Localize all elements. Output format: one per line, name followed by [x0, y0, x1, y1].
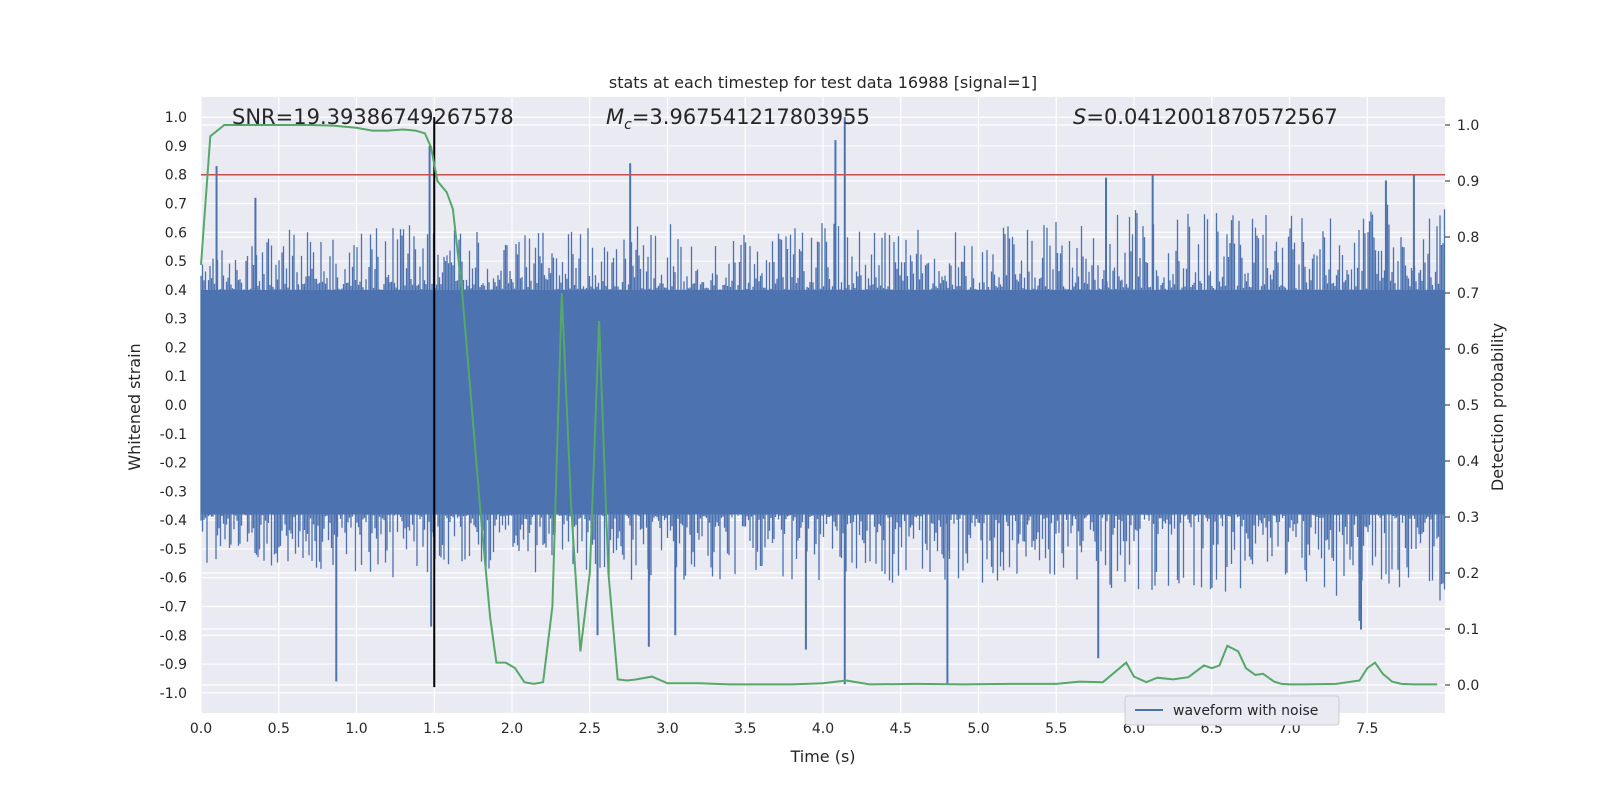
- y2-tick-label: 0.6: [1457, 342, 1479, 358]
- chart-title: stats at each timestep for test data 169…: [609, 73, 1037, 92]
- y2-tick-label: 0.7: [1457, 286, 1479, 302]
- x-axis-label: Time (s): [789, 747, 855, 766]
- y2-tick-label: 0.2: [1457, 566, 1479, 582]
- x-tick-label: 2.5: [579, 721, 601, 737]
- s-annotation: S=0.0412001870572567: [1073, 105, 1338, 129]
- x-tick-label: 3.5: [734, 721, 756, 737]
- y2-tick-label: 0.3: [1457, 510, 1479, 526]
- y-tick-label: 0.3: [165, 312, 187, 328]
- x-tick-label: 1.5: [423, 721, 445, 737]
- y-tick-label: -0.4: [160, 513, 187, 529]
- y2-tick-label: 0.5: [1457, 398, 1479, 414]
- y2-tick-label: 0.1: [1457, 622, 1479, 638]
- x-tick-label: 4.0: [812, 721, 834, 737]
- y-tick-label: -0.2: [160, 456, 187, 472]
- y2-tick-label: 0.9: [1457, 174, 1479, 190]
- x-tick-label: 1.0: [345, 721, 367, 737]
- legend: waveform with noise: [1124, 695, 1340, 726]
- y-tick-label: -0.7: [160, 599, 187, 615]
- y-tick-label: 0.7: [165, 197, 187, 213]
- y2-tick-label: 0.0: [1457, 678, 1479, 694]
- y-tick-label: 0.8: [165, 168, 187, 184]
- y-tick-label: -1.0: [160, 686, 187, 702]
- y-tick-label: 0.1: [165, 369, 187, 385]
- legend-label: waveform with noise: [1173, 703, 1318, 719]
- x-tick-label: 4.5: [890, 721, 912, 737]
- y2-tick-label: 0.8: [1457, 230, 1479, 246]
- x-tick-label: 3.0: [656, 721, 678, 737]
- y-tick-label: 0.9: [165, 139, 187, 155]
- y-tick-label: -0.3: [160, 484, 187, 500]
- waveform-series: [200, 117, 1446, 685]
- y-tick-label: 0.0: [165, 398, 187, 414]
- y-tick-label: 0.6: [165, 225, 187, 241]
- y-axis-label: Whitened strain: [125, 343, 144, 470]
- snr-annotation: SNR=19.39386749267578: [232, 105, 514, 129]
- y-axis-ticks: 1.0 0.9 0.8 0.7 0.6 0.5 0.4 0.3 0.2 0.1 0.0 -0.1 -0.…: [160, 110, 187, 702]
- x-tick-label: 5.5: [1045, 721, 1067, 737]
- x-tick-label: 0.5: [268, 721, 290, 737]
- y-tick-label: -0.6: [160, 571, 187, 587]
- y2-axis-ticks: 1.0 0.9 0.8 0.7 0.6 0.5 0.4 0.3 0.2 0.1 0.0: [1445, 118, 1479, 694]
- y-tick-label: 1.0: [165, 110, 187, 126]
- x-tick-label: 2.0: [501, 721, 523, 737]
- y-tick-label: -0.1: [160, 427, 187, 443]
- y-tick-label: -0.8: [160, 628, 187, 644]
- y2-tick-label: 1.0: [1457, 118, 1479, 134]
- x-tick-label: 5.0: [967, 721, 989, 737]
- x-tick-label: 0.0: [190, 721, 212, 737]
- chirp-mass-annotation: Mc=3.967541217803955: [606, 105, 870, 133]
- y2-tick-label: 0.4: [1457, 454, 1479, 470]
- probability-series: [200, 124, 1438, 686]
- legend-box: [1124, 695, 1340, 726]
- y-tick-label: 0.2: [165, 340, 187, 356]
- y2-axis-label: Detection probability: [1488, 323, 1507, 491]
- y-tick-label: 0.5: [165, 254, 187, 270]
- y-tick-label: 0.4: [165, 283, 187, 299]
- waveform-trace: [200, 204, 1446, 601]
- x-tick-label: 7.5: [1356, 721, 1378, 737]
- y-tick-label: -0.9: [160, 657, 187, 673]
- y-tick-label: -0.5: [160, 542, 187, 558]
